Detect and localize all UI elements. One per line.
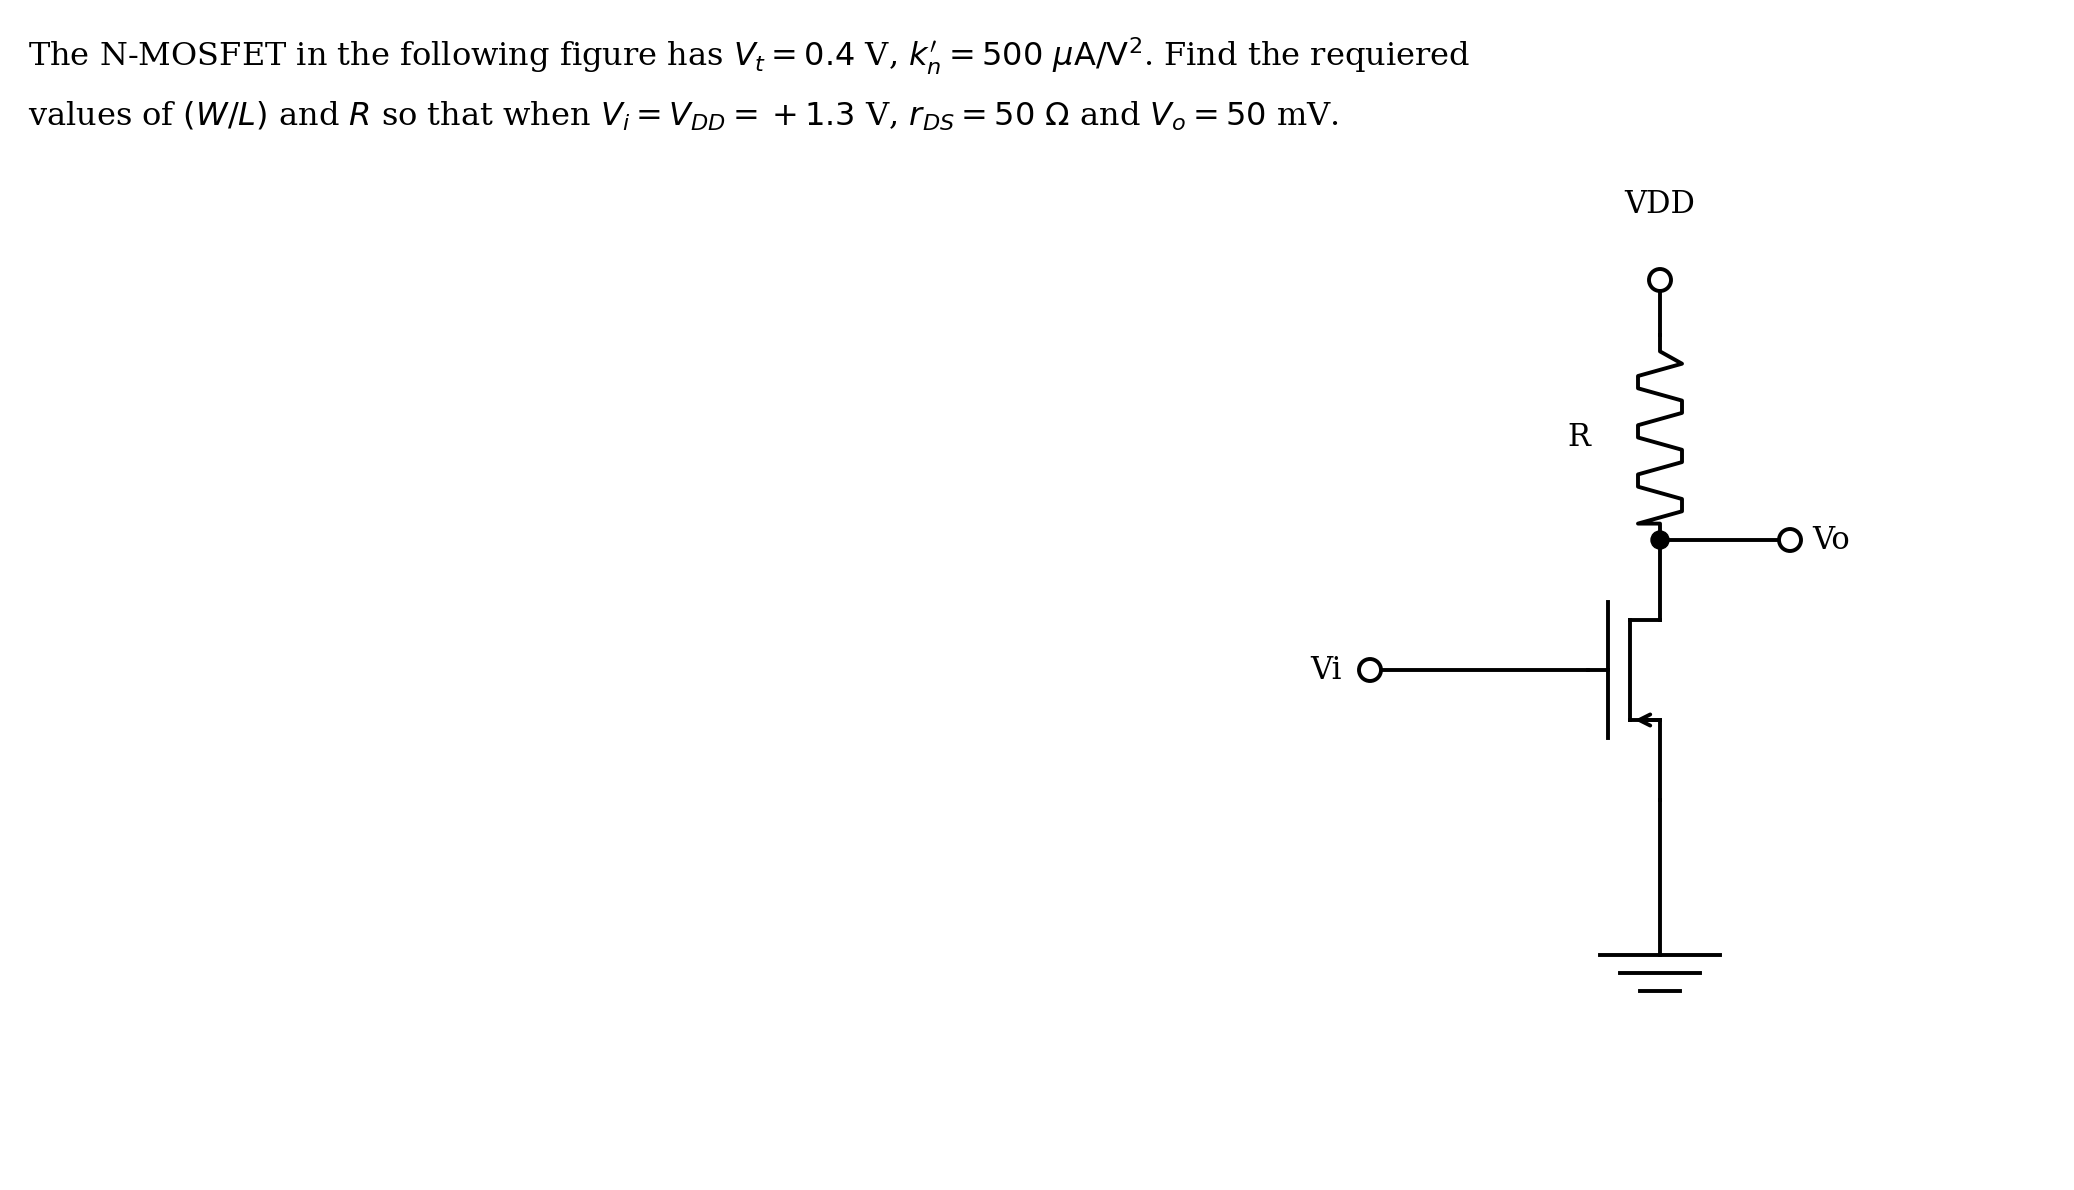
- Text: VDD: VDD: [1624, 189, 1694, 220]
- Text: Vo: Vo: [1813, 525, 1850, 556]
- Text: Vi: Vi: [1311, 654, 1342, 685]
- Text: The N-MOSFET in the following figure has $V_t = 0.4$ V, $k_n' = 500\ \mu\mathrm{: The N-MOSFET in the following figure has…: [29, 35, 1470, 76]
- Circle shape: [1651, 531, 1670, 549]
- Text: R: R: [1568, 422, 1591, 453]
- Text: values of $(W/L)$ and $R$ so that when $V_i = V_{DD} = +1.3$ V, $r_{DS} = 50\ \O: values of $(W/L)$ and $R$ so that when $…: [29, 100, 1340, 133]
